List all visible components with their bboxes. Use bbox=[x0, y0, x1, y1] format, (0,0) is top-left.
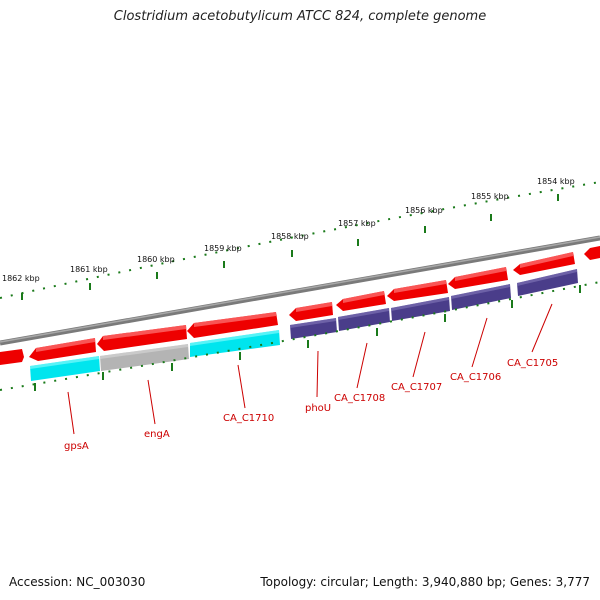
gene-band-navy bbox=[391, 297, 450, 321]
gene-label-CA_C1708: CA_C1708 bbox=[334, 393, 385, 404]
kbp-label-1862: 1862 kbp bbox=[2, 274, 40, 283]
gene-band-cyan bbox=[30, 356, 100, 381]
kbp-label-1857: 1857 kbp bbox=[338, 219, 376, 228]
kbp-label-1855: 1855 kbp bbox=[471, 192, 509, 201]
gene-label-engA: engA bbox=[144, 429, 170, 440]
forward-genes bbox=[0, 246, 600, 365]
map-title: Clostridium acetobutylicum ATCC 824, com… bbox=[113, 9, 487, 24]
kbp-label-1861: 1861 kbp bbox=[70, 265, 108, 274]
gene-label-CA_C1706: CA_C1706 bbox=[450, 372, 501, 383]
accession-text: Accession: NC_003030 bbox=[9, 575, 146, 589]
gene-label-CA_C1705: CA_C1705 bbox=[507, 358, 558, 369]
gene-band-navy bbox=[451, 284, 511, 310]
gene-label-gpsA: gpsA bbox=[64, 441, 89, 452]
inner-major-ticks bbox=[34, 285, 581, 391]
kbp-label-1856: 1856 kbp bbox=[405, 206, 443, 215]
gene-label-CA_C1707: CA_C1707 bbox=[391, 382, 442, 393]
outer-major-ticks bbox=[21, 194, 559, 300]
gene-arrow-fwd bbox=[0, 349, 24, 365]
kbp-label-1860: 1860 kbp bbox=[137, 255, 175, 264]
gene-label-CA_C1710: CA_C1710 bbox=[223, 413, 274, 424]
reverse-genes bbox=[30, 269, 578, 381]
kbp-label-1859: 1859 kbp bbox=[204, 244, 242, 253]
gene-band-gray bbox=[100, 344, 189, 371]
genome-stats-text: Topology: circular; Length: 3,940,880 bp… bbox=[260, 575, 590, 589]
gene-leader-lines bbox=[67, 303, 553, 435]
gene-band-navy bbox=[338, 308, 390, 331]
kbp-label-1858: 1858 kbp bbox=[271, 232, 309, 241]
gene-band-cyan bbox=[190, 330, 280, 357]
gene-arrow-fwd bbox=[584, 246, 600, 260]
gene-label-phoU: phoU bbox=[305, 403, 331, 414]
kbp-label-1854: 1854 kbp bbox=[537, 177, 575, 186]
gene-band-navy bbox=[517, 269, 578, 296]
